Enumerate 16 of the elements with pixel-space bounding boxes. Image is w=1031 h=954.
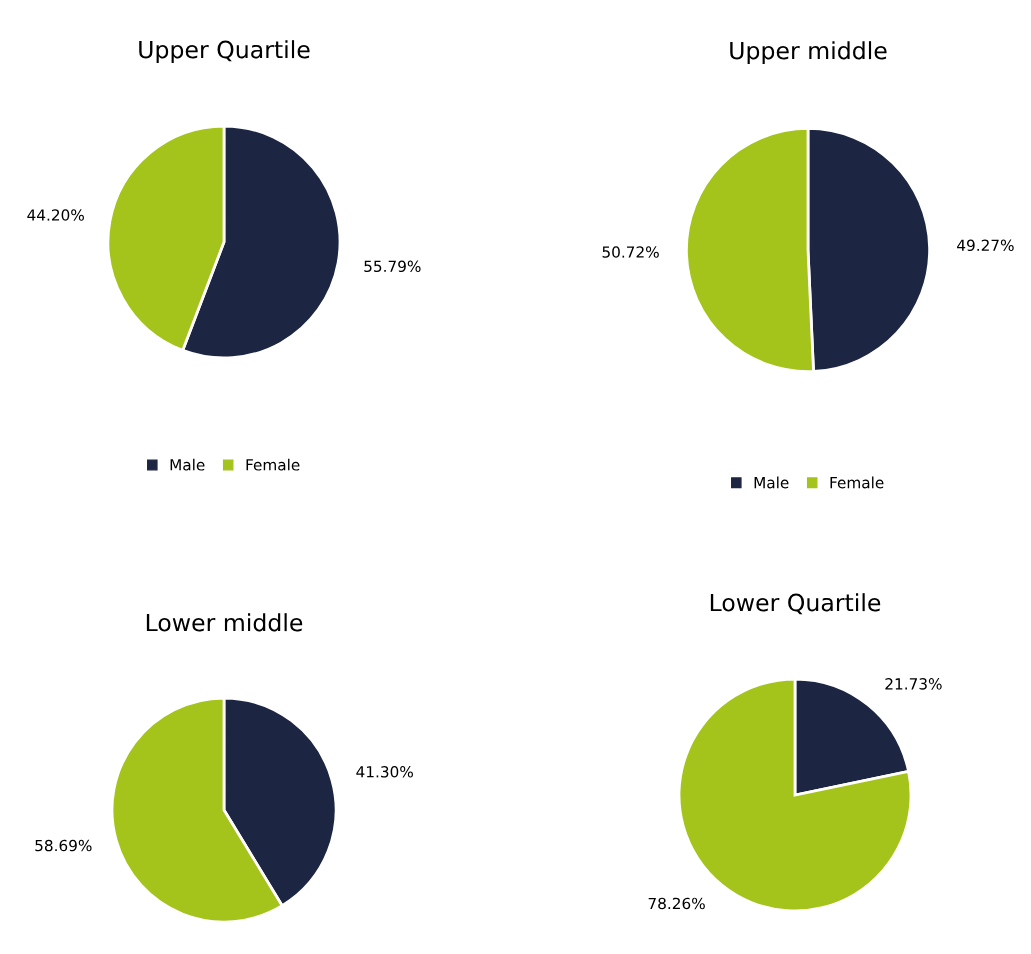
data-label: 21.73% xyxy=(885,678,942,690)
legend-label: Male xyxy=(754,476,789,489)
data-label: 44.20% xyxy=(27,209,84,221)
chart-title: Upper Quartile xyxy=(139,40,310,64)
legend-label: Female xyxy=(246,458,300,471)
chart-title: Upper middle xyxy=(730,41,887,65)
data-label: 41.30% xyxy=(356,766,413,778)
data-label: 50.72% xyxy=(602,246,659,258)
legend-label: Female xyxy=(830,476,884,489)
data-label: 78.26% xyxy=(648,897,705,910)
chart-title: Lower middle xyxy=(146,613,303,632)
chart-title: Lower Quartile xyxy=(710,593,881,615)
legend-label: Male xyxy=(170,458,205,471)
data-label: 58.69% xyxy=(35,839,92,852)
data-label: 49.27% xyxy=(957,239,1014,252)
data-label: 55.79% xyxy=(364,260,421,273)
